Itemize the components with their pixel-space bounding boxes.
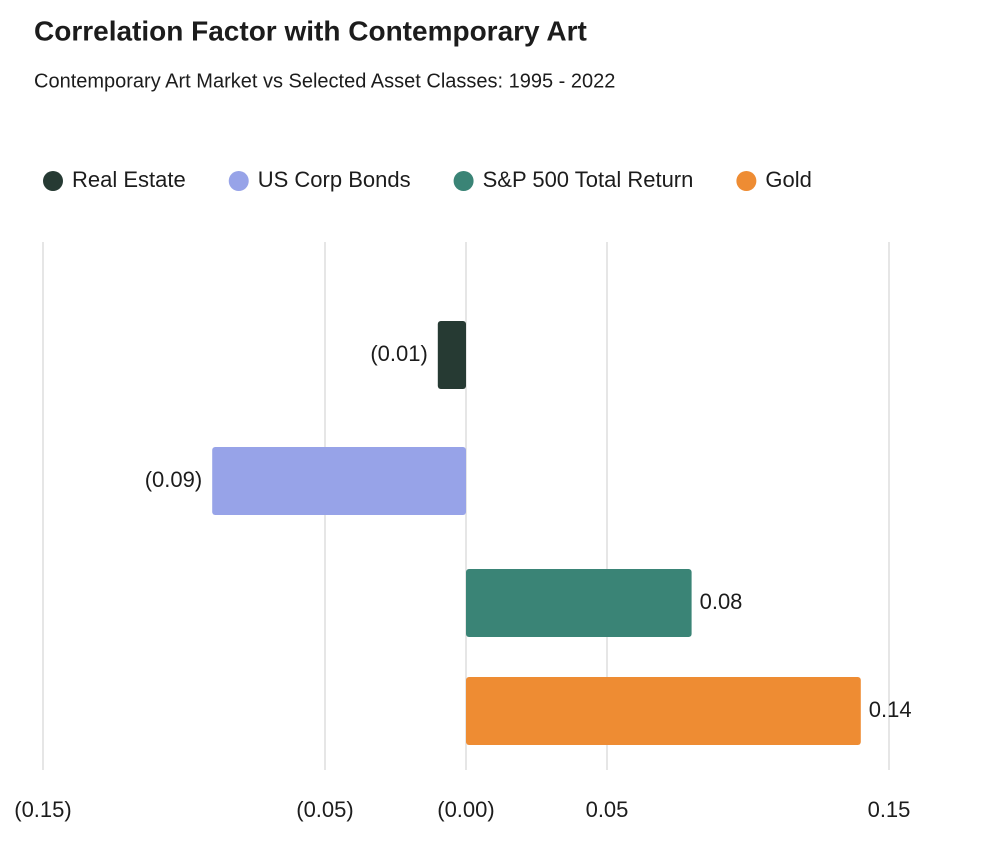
legend-label: Real Estate <box>72 167 186 192</box>
bar <box>437 321 466 389</box>
legend-label: S&P 500 Total Return <box>483 167 694 192</box>
x-tick-label: 0.15 <box>868 797 911 822</box>
legend-marker <box>453 171 474 191</box>
legend-marker <box>736 171 757 191</box>
bar <box>466 677 861 745</box>
x-tick-label: (0.05) <box>296 797 353 822</box>
legend-marker <box>43 171 63 191</box>
value-label: 0.08 <box>700 589 743 614</box>
value-label: (0.01) <box>370 341 427 366</box>
legend-label: US Corp Bonds <box>258 167 411 192</box>
chart-subtitle: Contemporary Art Market vs Selected Asse… <box>34 70 615 92</box>
legend-label: Gold <box>765 167 811 192</box>
x-tick-label: 0.05 <box>586 797 629 822</box>
x-tick-label: (0.15) <box>14 797 71 822</box>
chart-title: Correlation Factor with Contemporary Art <box>34 15 587 46</box>
bar <box>212 447 466 515</box>
legend-marker <box>228 171 249 191</box>
bar <box>466 569 692 637</box>
x-tick-label: (0.00) <box>437 797 494 822</box>
value-label: (0.09) <box>145 467 202 492</box>
value-label: 0.14 <box>869 697 912 722</box>
